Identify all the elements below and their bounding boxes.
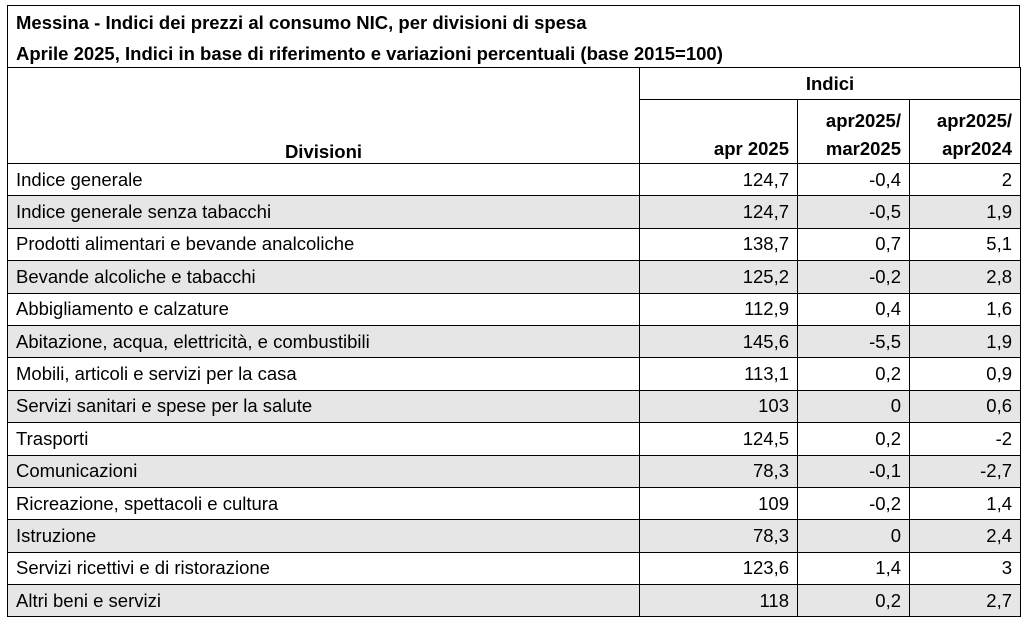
mom-change: 1,4	[797, 551, 910, 586]
table-row: Comunicazioni 78,3 -0,1 -2,7	[7, 454, 1022, 488]
mom-change: 0,2	[797, 422, 910, 456]
mom-change: 0	[797, 389, 910, 424]
index-value: 118	[639, 584, 798, 618]
yoy-change: 2,7	[908, 584, 1022, 618]
header-divisions: Divisioni	[7, 67, 640, 164]
index-value: 78,3	[639, 454, 798, 488]
table-row: Ricreazione, spettacoli e cultura 109 -0…	[7, 486, 1022, 521]
mom-change: 0,4	[797, 292, 910, 326]
mom-change: -5,5	[797, 324, 910, 359]
table-body: Indice generale 124,7 -0,4 2 Indice gene…	[7, 162, 1022, 618]
yoy-change: 1,6	[908, 292, 1022, 326]
header-apr-2025: apr 2025	[639, 99, 798, 164]
mom-change: 0	[797, 519, 910, 553]
yoy-change: 2,8	[908, 260, 1022, 294]
index-value: 124,5	[639, 422, 798, 456]
table-row: Servizi ricettivi e di ristorazione 123,…	[7, 551, 1022, 586]
mom-change: 0,7	[797, 227, 910, 262]
header-yoy-line1: apr2025/	[936, 110, 1013, 131]
yoy-change: 0,6	[908, 389, 1022, 424]
table-title-block: Messina - Indici dei prezzi al consumo N…	[7, 5, 1020, 67]
index-value: 78,3	[639, 519, 798, 553]
division-label: Trasporti	[7, 422, 640, 456]
division-label: Bevande alcoliche e tabacchi	[7, 260, 640, 294]
division-label: Abitazione, acqua, elettricità, e combus…	[7, 324, 640, 359]
index-value: 109	[639, 486, 798, 521]
mom-change: 0,2	[797, 584, 910, 618]
table-row: Trasporti 124,5 0,2 -2	[7, 422, 1022, 456]
table-row: Servizi sanitari e spese per la salute 1…	[7, 389, 1022, 424]
division-label: Prodotti alimentari e bevande analcolich…	[7, 227, 640, 262]
index-value: 125,2	[639, 260, 798, 294]
table-row: Indice generale senza tabacchi 124,7 -0,…	[7, 195, 1022, 229]
division-label: Servizi sanitari e spese per la salute	[7, 389, 640, 424]
table-row: Abbigliamento e calzature 112,9 0,4 1,6	[7, 292, 1022, 326]
index-value: 145,6	[639, 324, 798, 359]
table-row: Altri beni e servizi 118 0,2 2,7	[7, 584, 1022, 618]
yoy-change: 2	[908, 162, 1022, 197]
header-yoy-line2: apr2024	[942, 138, 1013, 159]
header-mom-line2: mar2025	[825, 138, 901, 159]
mom-change: -0,5	[797, 195, 910, 229]
header-apr-2025-label: apr 2025	[713, 138, 789, 159]
index-value: 124,7	[639, 162, 798, 197]
yoy-change: -2,7	[908, 454, 1022, 488]
yoy-change: 1,9	[908, 324, 1022, 359]
division-label: Istruzione	[7, 519, 640, 553]
price-index-table: Divisioni Indici apr 2025 apr2025/ mar20…	[7, 67, 1022, 618]
division-label: Ricreazione, spettacoli e cultura	[7, 486, 640, 521]
table-subtitle: Aprile 2025, Indici in base di riferimen…	[16, 43, 723, 64]
yoy-change: 0,9	[908, 357, 1022, 391]
division-label: Mobili, articoli e servizi per la casa	[7, 357, 640, 391]
header-mom: apr2025/ mar2025	[797, 99, 910, 164]
table-title: Messina - Indici dei prezzi al consumo N…	[16, 12, 587, 33]
yoy-change: -2	[908, 422, 1022, 456]
mom-change: 0,2	[797, 357, 910, 391]
index-value: 112,9	[639, 292, 798, 326]
index-value: 124,7	[639, 195, 798, 229]
table-row: Mobili, articoli e servizi per la casa 1…	[7, 357, 1022, 391]
table-row: Prodotti alimentari e bevande analcolich…	[7, 227, 1022, 262]
yoy-change: 2,4	[908, 519, 1022, 553]
yoy-change: 5,1	[908, 227, 1022, 262]
mom-change: -0,4	[797, 162, 910, 197]
yoy-change: 3	[908, 551, 1022, 586]
table-row: Istruzione 78,3 0 2,4	[7, 519, 1022, 553]
header-yoy: apr2025/ apr2024	[908, 99, 1022, 164]
division-label: Indice generale	[7, 162, 640, 197]
division-label: Servizi ricettivi e di ristorazione	[7, 551, 640, 586]
table-row: Bevande alcoliche e tabacchi 125,2 -0,2 …	[7, 260, 1022, 294]
division-label: Indice generale senza tabacchi	[7, 195, 640, 229]
index-value: 138,7	[639, 227, 798, 262]
yoy-change: 1,9	[908, 195, 1022, 229]
division-label: Altri beni e servizi	[7, 584, 640, 618]
division-label: Abbigliamento e calzature	[7, 292, 640, 326]
yoy-change: 1,4	[908, 486, 1022, 521]
header-mom-line1: apr2025/	[825, 110, 901, 131]
index-value: 123,6	[639, 551, 798, 586]
mom-change: -0,2	[797, 260, 910, 294]
index-value: 113,1	[639, 357, 798, 391]
mom-change: -0,2	[797, 486, 910, 521]
index-value: 103	[639, 389, 798, 424]
header-indici-group: Indici	[638, 67, 1022, 100]
mom-change: -0,1	[797, 454, 910, 488]
table-row: Abitazione, acqua, elettricità, e combus…	[7, 324, 1022, 359]
table-row: Indice generale 124,7 -0,4 2	[7, 162, 1022, 197]
division-label: Comunicazioni	[7, 454, 640, 488]
